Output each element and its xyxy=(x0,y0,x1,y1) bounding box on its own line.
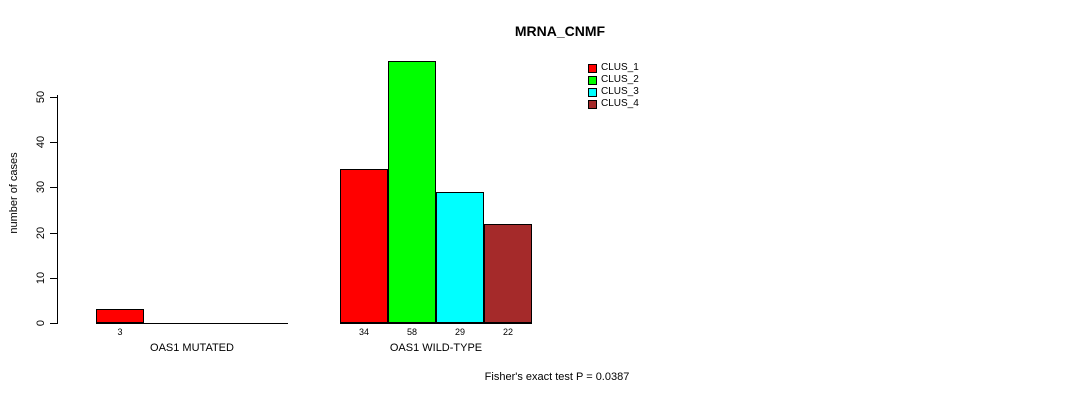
legend-label: CLUS_3 xyxy=(601,86,639,97)
bar-clus_1-2 xyxy=(340,169,388,323)
legend-label: CLUS_1 xyxy=(601,62,639,73)
group-baseline xyxy=(340,323,532,324)
y-axis-tick-label: 10 xyxy=(35,271,47,285)
bar-value-label: 3 xyxy=(117,327,123,337)
legend-row: CLUS_2 xyxy=(588,74,639,86)
y-axis-tick xyxy=(50,142,57,143)
y-axis-tick-label: 30 xyxy=(35,180,47,194)
y-axis-tick-label: 20 xyxy=(35,226,47,240)
legend-row: CLUS_3 xyxy=(588,86,639,98)
legend-swatch-icon xyxy=(588,63,597,73)
legend-swatch-icon xyxy=(588,99,597,109)
y-axis-tick xyxy=(50,233,57,234)
y-axis-tick-label: 50 xyxy=(35,90,47,104)
y-axis-tick xyxy=(50,323,57,324)
chart-title: MRNA_CNMF xyxy=(514,23,606,39)
bar-clus_4-2 xyxy=(484,224,532,323)
legend-swatch-icon xyxy=(588,87,597,97)
legend: CLUS_1 CLUS_2 CLUS_3 CLUS_4 xyxy=(588,62,639,110)
y-axis-tick xyxy=(50,278,57,279)
fisher-test-annotation: Fisher's exact test P = 0.0387 xyxy=(484,371,630,383)
y-axis-tick xyxy=(50,97,57,98)
bar-value-label: 58 xyxy=(406,327,418,337)
bar-value-label: 22 xyxy=(502,327,514,337)
legend-swatch-icon xyxy=(588,75,597,85)
legend-label: CLUS_4 xyxy=(601,98,639,109)
group-label: OAS1 WILD-TYPE xyxy=(389,342,483,354)
legend-row: CLUS_4 xyxy=(588,98,639,110)
y-axis-tick xyxy=(50,187,57,188)
legend-row: CLUS_1 xyxy=(588,62,639,74)
bar-clus_3-2 xyxy=(436,192,484,323)
y-axis-tick-label: 40 xyxy=(35,135,47,149)
bar-clus_2-2 xyxy=(388,61,436,323)
legend-label: CLUS_2 xyxy=(601,74,639,85)
group-label: OAS1 MUTATED xyxy=(150,342,234,354)
bar-value-label: 29 xyxy=(454,327,466,337)
y-axis-tick-label: 0 xyxy=(35,319,47,327)
group-baseline xyxy=(96,323,288,324)
bar-clus_1-1 xyxy=(96,309,144,323)
bar-value-label: 34 xyxy=(358,327,370,337)
y-axis-line xyxy=(57,95,58,324)
y-axis-label: number of cases xyxy=(8,152,20,234)
